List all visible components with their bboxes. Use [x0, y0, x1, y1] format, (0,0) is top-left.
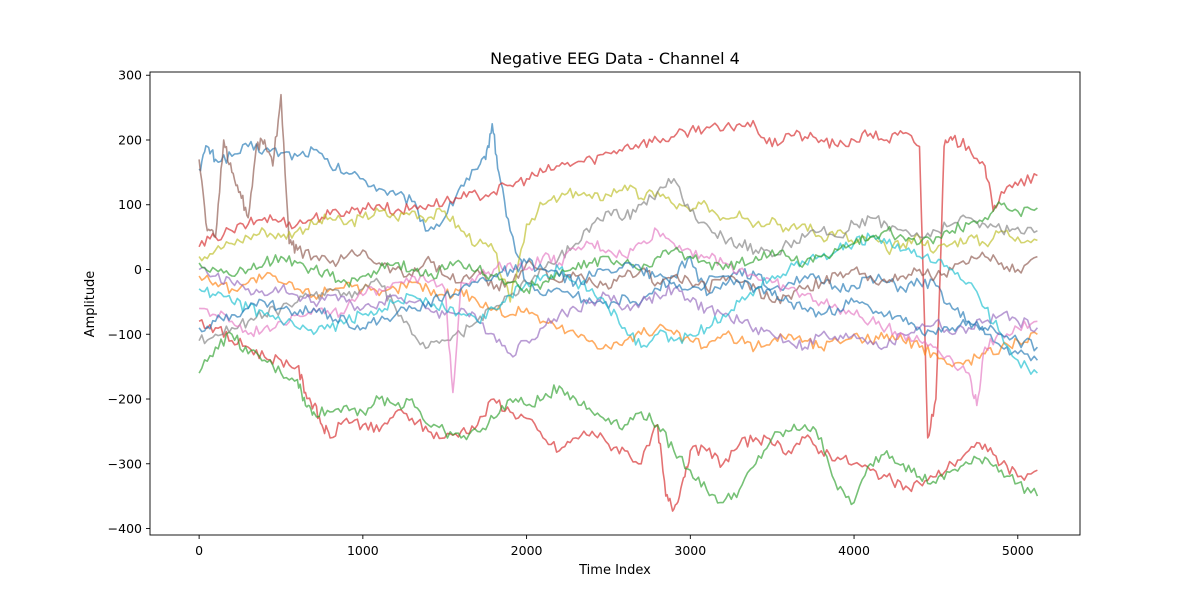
- series-line-2: [198, 119, 1038, 439]
- series-line-4: [198, 331, 1039, 506]
- series-line-12: [198, 201, 1038, 295]
- x-axis-label: Time Index: [578, 563, 651, 578]
- series-line-9: [198, 266, 1039, 358]
- y-tick-label: 100: [118, 197, 142, 212]
- chart-title: Negative EEG Data - Channel 4: [490, 49, 740, 68]
- y-tick-label: −400: [108, 521, 142, 536]
- x-axis: 0 1000 2000 3000 4000 5000: [195, 535, 1034, 558]
- y-axis: −400 −300 −200 −100 0 100 200 300: [108, 68, 150, 536]
- series-line-6: [198, 271, 1038, 368]
- series-line-8: [198, 177, 1038, 350]
- y-tick-label: −200: [108, 392, 142, 407]
- y-axis-label: Amplitude: [83, 271, 98, 338]
- y-tick-label: 300: [118, 68, 142, 83]
- x-tick-label: 5000: [1002, 543, 1034, 558]
- x-tick-label: 1000: [347, 543, 379, 558]
- x-tick-label: 4000: [838, 543, 870, 558]
- y-tick-label: −100: [108, 327, 142, 342]
- plot-frame: [149, 71, 1081, 536]
- x-tick-label: 3000: [674, 543, 706, 558]
- series-layer: [198, 93, 1039, 512]
- y-tick-label: 200: [118, 132, 142, 147]
- x-tick-label: 0: [195, 543, 203, 558]
- series-line-10: [199, 227, 1038, 407]
- y-tick-label: 0: [134, 262, 142, 277]
- x-tick-label: 2000: [511, 543, 543, 558]
- y-tick-label: −300: [108, 456, 142, 471]
- series-line-7: [198, 184, 1038, 303]
- series-line-3: [198, 319, 1038, 512]
- series-line-13: [198, 257, 1038, 352]
